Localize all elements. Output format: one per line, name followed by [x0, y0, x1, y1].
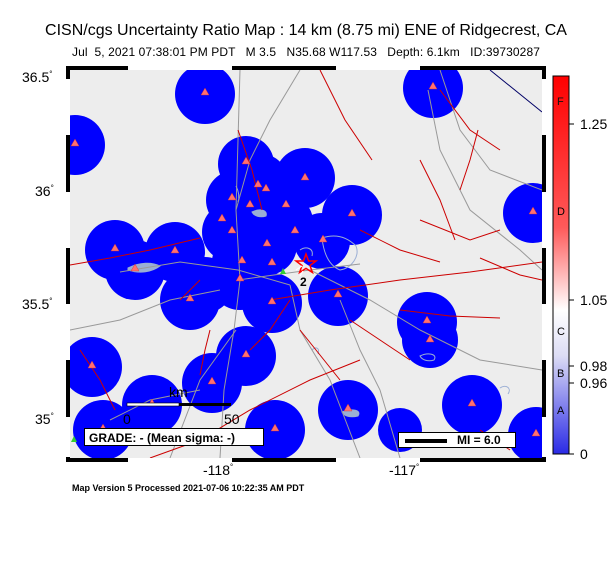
lat-tick-label: 35°	[35, 411, 54, 427]
colorbar-value: 0.96	[580, 375, 608, 391]
colorbar-grade: F	[557, 96, 564, 108]
colorbar-value: 0	[580, 446, 588, 462]
station-marker-lines	[295, 265, 304, 277]
scale-unit: km	[169, 384, 188, 400]
roads	[70, 70, 542, 458]
colorbar-ticks	[569, 123, 574, 455]
frame-left	[66, 70, 70, 458]
map-version-footer: Map Version 5 Processed 2021-07-06 10:22…	[72, 483, 305, 493]
event-info: Jul 5, 2021 07:38:01 PM PDT M 3.5 N35.68…	[71, 45, 541, 59]
mi-legend: MI = 6.0	[398, 432, 516, 448]
frame-top	[66, 66, 546, 70]
mi-legend-bar	[405, 439, 447, 443]
colorbar	[552, 75, 570, 455]
boundary-line	[489, 70, 542, 113]
lat-tick-label: 36°	[35, 183, 54, 199]
colorbar-value: 0.98	[580, 358, 608, 374]
scale-start: 0	[123, 411, 131, 427]
lat-tick-label: 36.5°	[22, 69, 53, 85]
green-stations	[71, 268, 286, 442]
colorbar-value: 1.05	[580, 292, 608, 308]
scale-bar-segment	[126, 402, 180, 407]
station-label: 2	[300, 275, 307, 289]
colorbar-grade: C	[557, 326, 565, 338]
lat-tick-label: 35.5°	[22, 296, 53, 312]
lon-tick-label: -117°	[389, 462, 420, 478]
fault-lines	[70, 70, 542, 458]
mi-legend-text: MI = 6.0	[457, 433, 501, 447]
epicenter-star-icon	[293, 251, 319, 275]
grade-box: GRADE: - (Mean sigma: -)	[84, 428, 264, 446]
frame-bottom	[66, 458, 546, 462]
frame-ticks	[66, 66, 546, 462]
scale-end: 50	[224, 411, 240, 427]
colorbar-grade: D	[557, 206, 565, 218]
frame-right	[542, 70, 546, 458]
lon-tick-label: -118°	[203, 462, 234, 478]
colorbar-value: 1.25	[580, 116, 608, 132]
map-title: CISN/cgs Uncertainty Ratio Map : 14 km (…	[45, 22, 567, 39]
colorbar-grade: B	[557, 368, 565, 380]
colorbar-grade: A	[557, 405, 565, 417]
